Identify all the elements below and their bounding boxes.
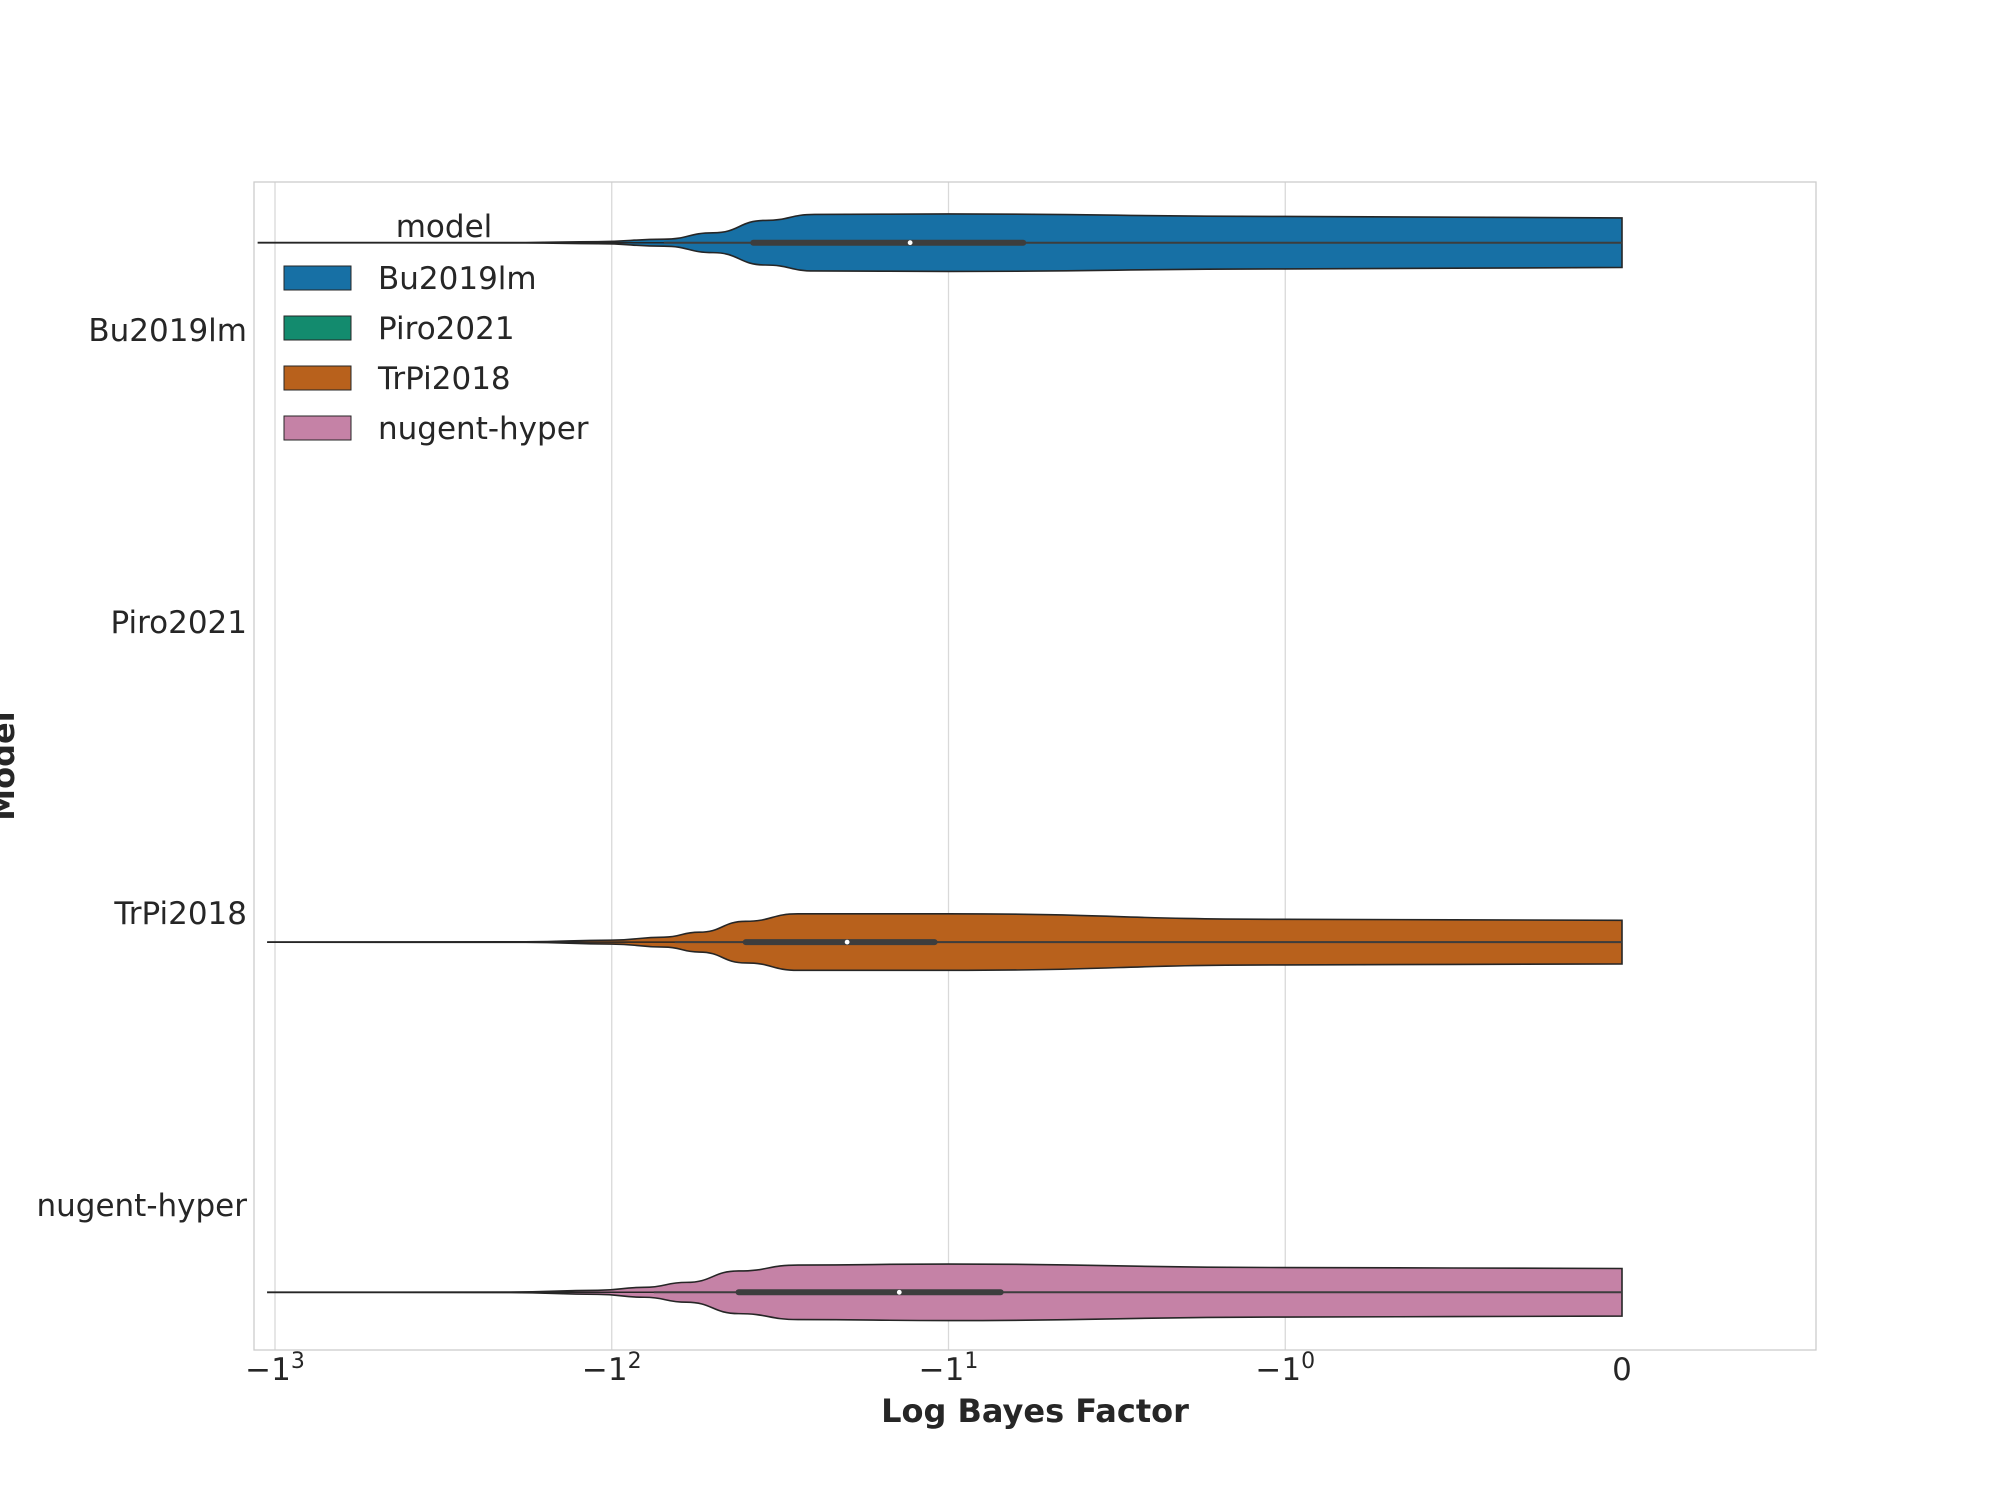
- x-tick-label: −10: [1255, 1349, 1315, 1388]
- legend-title: model: [396, 209, 493, 245]
- y-axis-categories: Bu2019lm Piro2021 TrPi2018 nugent-hyper: [36, 313, 247, 1224]
- x-tick-label: −11: [919, 1349, 979, 1388]
- legend-entry: TrPi2018: [283, 361, 511, 397]
- x-tick-label: −13: [245, 1349, 305, 1388]
- legend-entry: Piro2021: [283, 311, 515, 347]
- y-category-label: Piro2021: [110, 605, 247, 641]
- violin-TrPi2018: [267, 913, 1623, 972]
- legend-entries: Bu2019lm Piro2021 TrPi2018 nugent-hyper: [283, 261, 589, 447]
- violin-nugent-hyper: [267, 1263, 1623, 1322]
- legend-swatch: [283, 265, 352, 291]
- x-axis-ticks: −13 −12 −11 −10 0: [245, 1349, 1632, 1388]
- legend-entry: nugent-hyper: [283, 411, 589, 447]
- gridlines: [274, 182, 1286, 1350]
- legend-label: TrPi2018: [377, 361, 511, 397]
- violin-median: [844, 939, 850, 945]
- x-axis-title: Log Bayes Factor: [881, 1392, 1189, 1430]
- legend-label: nugent-hyper: [378, 411, 589, 447]
- violin-median: [907, 240, 913, 246]
- legend-entry: Bu2019lm: [283, 261, 537, 297]
- legend-label: Piro2021: [378, 311, 515, 347]
- legend: model Bu2019lm Piro2021 TrPi2018 nugent-hyp…: [283, 209, 589, 447]
- y-axis-title: Model: [0, 711, 22, 820]
- y-category-label: nugent-hyper: [36, 1188, 247, 1224]
- violins: [257, 213, 1623, 1322]
- y-category-label: Bu2019lm: [88, 313, 247, 349]
- x-tick-label: 0: [1612, 1352, 1632, 1388]
- legend-label: Bu2019lm: [378, 261, 537, 297]
- y-category-label: TrPi2018: [113, 896, 247, 932]
- legend-swatch: [283, 365, 352, 391]
- legend-swatch: [283, 415, 352, 441]
- violin-Bu2019lm: [257, 213, 1623, 273]
- plot-area-frame: [253, 181, 1817, 1351]
- legend-swatch: [283, 315, 352, 341]
- violin-median: [896, 1289, 902, 1295]
- x-tick-label: −12: [582, 1349, 642, 1388]
